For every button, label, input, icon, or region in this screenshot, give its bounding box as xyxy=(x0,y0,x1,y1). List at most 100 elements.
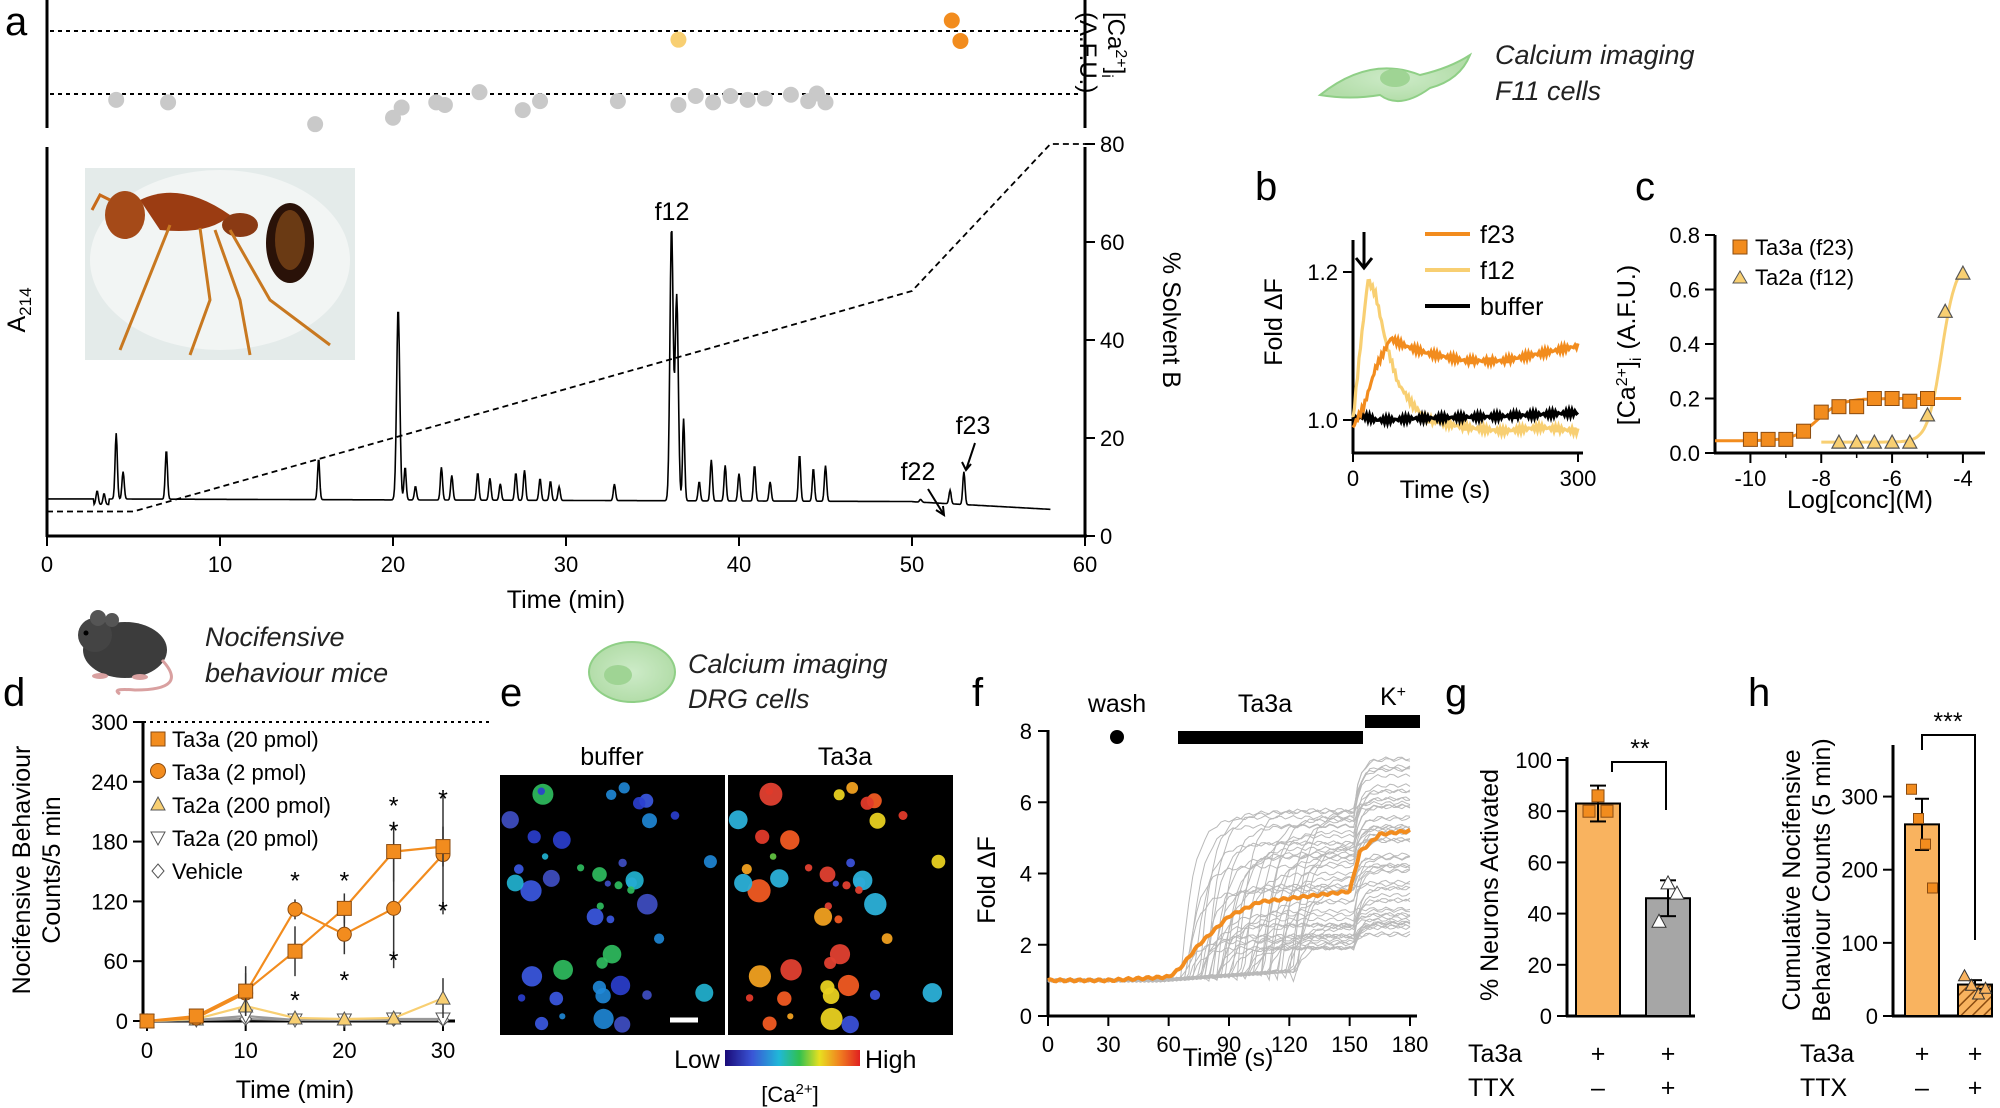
d-sig-star: * xyxy=(290,987,300,1015)
c-ytick-label: 0.2 xyxy=(1669,387,1700,412)
d-point-ta2a-200 xyxy=(385,1009,402,1025)
panel-e: e Calcium imaging DRG cells buffer Ta3a … xyxy=(500,641,953,1107)
e-cell-ta3a xyxy=(898,811,908,820)
c-xtick-label: -4 xyxy=(1953,466,1973,491)
panel-a: a [Ca2+]i (A.F.U.) 0 10 20 30 40 50 60 0 20 40 60… xyxy=(3,0,1185,614)
e-label-ta3a: Ta3a xyxy=(818,743,872,771)
panel-h-letter: h xyxy=(1748,671,1770,715)
d-legend-3: Ta2a (20 pmol) xyxy=(172,826,319,851)
calcium-dot-gray xyxy=(817,94,834,111)
e-cell-buffer xyxy=(627,886,635,894)
c-point-ta3a xyxy=(1920,391,1935,406)
f-ylabel: Fold ΔF xyxy=(973,836,1001,924)
b-ytick-label: 1.0 xyxy=(1307,408,1338,433)
g-ticks: 0 20 40 60 80 100 xyxy=(1515,748,1567,1029)
e-cell-ta3a xyxy=(869,812,886,829)
e-cell-ta3a xyxy=(834,915,843,924)
d-point-ta2a-200 xyxy=(435,990,451,1005)
g-row1-val-1: + xyxy=(1661,1040,1676,1068)
mice-caption-line1: Nocifensive xyxy=(205,622,345,652)
e-cell-buffer xyxy=(618,782,630,794)
h-point xyxy=(1927,882,1938,894)
calcium-dot-f23 xyxy=(952,32,969,49)
calcium-dot-gray xyxy=(393,99,410,116)
e-cell-buffer xyxy=(633,797,646,810)
e-cell-buffer xyxy=(501,811,519,829)
d-legend-4: Vehicle xyxy=(172,859,243,884)
h-ytick-label: 300 xyxy=(1841,785,1878,810)
c-fit-ta2a xyxy=(1821,269,1965,444)
d-point-ta2a-200 xyxy=(287,1009,303,1025)
d-xtick-label: 10 xyxy=(233,1038,257,1063)
calcium-dot-f12 xyxy=(670,31,687,48)
a-xtick-label: 0 xyxy=(41,552,53,577)
e-cell-ta3a xyxy=(728,810,748,830)
c-point-ta2a xyxy=(1954,264,1971,280)
d-significance: ********* xyxy=(290,786,448,1015)
d-sig-star: * xyxy=(339,967,349,995)
c-ytick-label: 0.4 xyxy=(1669,332,1700,357)
h-point xyxy=(1978,981,1993,994)
a-xtick-label: 30 xyxy=(554,552,578,577)
d-point-ta3a-20 xyxy=(238,983,254,999)
f-mean-trace xyxy=(1047,827,1411,984)
calcium-dot-gray xyxy=(108,91,125,108)
e-cell-ta3a xyxy=(833,789,845,801)
d-sig-star: * xyxy=(389,793,399,821)
e-cell-buffer xyxy=(654,933,665,944)
c-point-ta2a xyxy=(1901,433,1918,449)
c-point-ta2a xyxy=(1866,433,1883,449)
h-ylabel-line1: Cumulative Nocifensive xyxy=(1778,749,1806,1010)
d-xtick-label: 20 xyxy=(332,1038,356,1063)
b-series xyxy=(1351,278,1580,441)
g-ytick-label: 20 xyxy=(1528,953,1552,978)
e-cell-buffer xyxy=(537,787,545,795)
panel-f: f wash Ta3a K+ 0 30 60 90 120 150 180 0 2 4 6 8 Tim… xyxy=(972,671,1428,1072)
b-ytick-label: 1.2 xyxy=(1307,260,1338,285)
h-row1-val-1: + xyxy=(1968,1040,1983,1068)
a-y2tick-label: 60 xyxy=(1100,230,1124,255)
g-point xyxy=(1669,885,1685,900)
e-cell-ta3a xyxy=(804,864,813,872)
f-ytick-label: 2 xyxy=(1020,933,1032,958)
g-ytick-label: 40 xyxy=(1528,902,1552,927)
h-bars xyxy=(1904,783,1993,1018)
c-ylabel: [Ca2+]i(A.F.U.) xyxy=(1613,265,1645,425)
h-point xyxy=(1906,783,1917,795)
calcium-dot-gray xyxy=(532,93,549,110)
d-point-ta3a-2 xyxy=(287,901,303,917)
e-scale-low: Low xyxy=(674,1046,721,1074)
h-sig-stars: *** xyxy=(1933,708,1962,736)
e-cell-ta3a xyxy=(741,864,752,875)
e-cell-ta3a xyxy=(852,870,873,891)
g-point xyxy=(1660,874,1676,890)
e-cell-buffer xyxy=(517,994,526,1002)
f-drug-bar xyxy=(1178,731,1363,744)
h-ticks: 0 100 200 300 xyxy=(1841,785,1893,1029)
d-sig-star: * xyxy=(438,786,448,814)
g-ytick-label: 100 xyxy=(1515,748,1552,773)
d-point-ta3a-20 xyxy=(188,1008,204,1024)
calcium-dot-gray xyxy=(705,94,722,111)
c-point-ta2a xyxy=(1848,433,1865,449)
e-cell-buffer xyxy=(552,831,571,849)
e-cell-buffer xyxy=(602,944,622,964)
e-cell-ta3a xyxy=(832,880,839,887)
h-row1-val-0: + xyxy=(1915,1040,1930,1068)
calcium-dot-gray xyxy=(514,102,531,119)
c-point-ta2a xyxy=(1830,433,1847,449)
d-legend-0: Ta3a (20 pmol) xyxy=(172,727,319,752)
a-xtick-label: 20 xyxy=(381,552,405,577)
h-row2-val-0: – xyxy=(1915,1074,1929,1102)
chromatogram-ylabel: A214 xyxy=(3,287,35,332)
f-ytick-label: 4 xyxy=(1020,862,1032,887)
e-cell-buffer xyxy=(586,908,604,926)
arrow-f23 xyxy=(961,442,976,472)
d-point-ta3a-20 xyxy=(139,1013,155,1029)
c-point-ta2a xyxy=(1937,303,1954,318)
e-cell-ta3a xyxy=(846,858,855,868)
c-legend-ta2a: Ta2a (f12) xyxy=(1755,265,1854,290)
d-legend-marker-2 xyxy=(150,795,166,811)
e-cell-buffer xyxy=(592,867,607,882)
